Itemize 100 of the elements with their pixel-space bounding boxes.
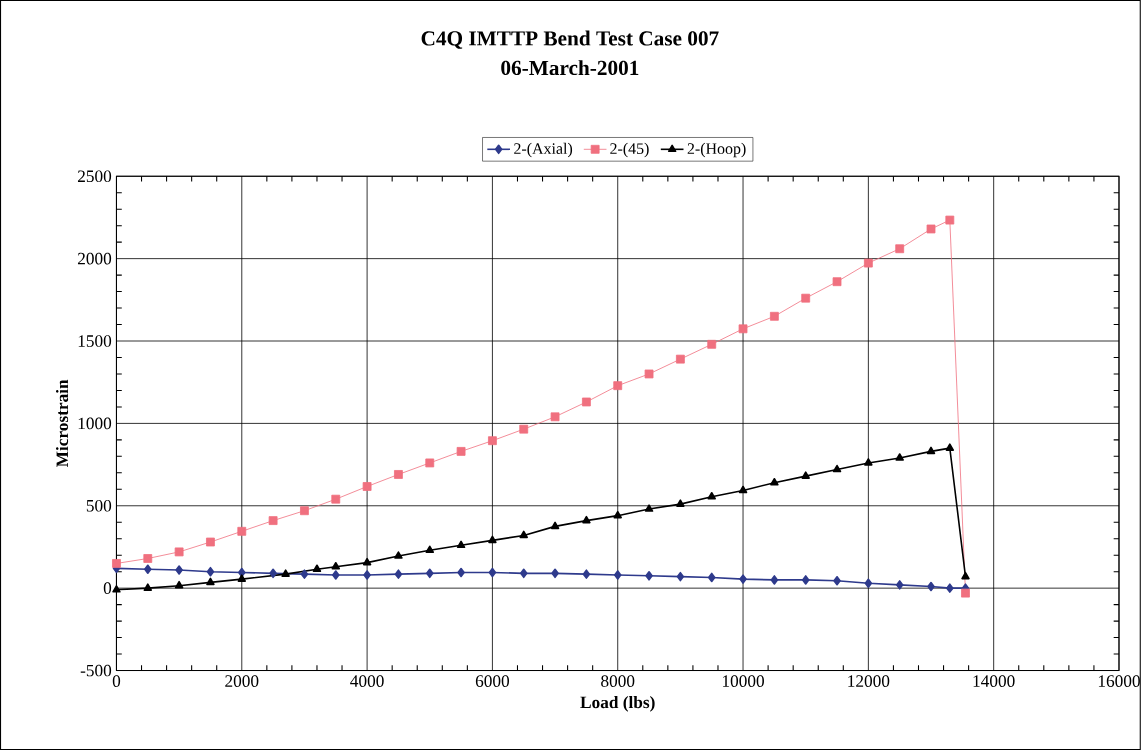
point — [268, 516, 278, 525]
point — [551, 568, 559, 579]
point — [488, 535, 497, 544]
point — [456, 540, 466, 549]
point — [550, 521, 560, 530]
x-tick-label: 10000 — [722, 675, 764, 687]
x-tick-label: 2000 — [225, 675, 259, 687]
point — [769, 311, 779, 321]
point — [394, 470, 403, 479]
point — [644, 369, 654, 379]
point — [613, 381, 623, 390]
x-tick-label: 12000 — [848, 675, 890, 687]
point — [394, 569, 403, 579]
y-tick-label: 2500 — [77, 170, 112, 183]
point — [946, 583, 954, 593]
point — [961, 588, 970, 598]
point — [644, 504, 654, 512]
y-axis-title: Microstrain — [55, 379, 69, 468]
point — [832, 277, 842, 287]
x-tick-label: 8000 — [601, 675, 635, 687]
chart-title: C4Q IMTTP Bend Test Case 007 — [421, 30, 719, 49]
point — [926, 224, 936, 234]
point — [519, 530, 528, 539]
x-axis-title: Load (lbs) — [580, 695, 655, 712]
point — [550, 412, 560, 422]
x-tick-label: 4000 — [350, 675, 384, 687]
point — [676, 499, 685, 507]
y-tick-label: 0 — [103, 582, 112, 594]
point — [863, 258, 873, 268]
point — [582, 515, 591, 524]
point — [237, 574, 247, 582]
point — [832, 464, 842, 473]
legend-label: 2-(45) — [610, 142, 649, 158]
point — [206, 566, 215, 577]
point — [926, 446, 936, 455]
y-tick-label: 500 — [86, 499, 112, 512]
x-tick-label: 0 — [112, 675, 121, 687]
point — [269, 568, 277, 579]
point — [281, 569, 290, 577]
point — [927, 581, 935, 592]
point — [833, 575, 841, 586]
point — [206, 577, 215, 586]
point — [801, 293, 811, 303]
point — [895, 580, 904, 590]
point — [488, 567, 497, 578]
point — [770, 477, 779, 486]
point — [945, 443, 955, 451]
point — [895, 244, 905, 254]
point — [143, 554, 153, 563]
y-tick-label: 1500 — [78, 335, 112, 347]
chart-subtitle: 06-March-2001 — [501, 60, 639, 76]
point — [425, 568, 434, 579]
point — [582, 569, 591, 579]
point — [707, 572, 716, 583]
point — [394, 551, 403, 559]
point — [331, 494, 341, 504]
point — [613, 570, 622, 580]
point — [112, 584, 121, 593]
x-tick-label: 16000 — [1098, 675, 1140, 687]
point — [864, 578, 873, 588]
point — [707, 491, 716, 500]
point — [362, 557, 372, 566]
point — [174, 580, 184, 589]
point — [175, 565, 183, 575]
point — [425, 545, 435, 553]
point — [425, 458, 435, 468]
point — [738, 324, 748, 334]
point — [519, 424, 529, 434]
point — [237, 526, 247, 536]
y-tick-label: 1000 — [78, 417, 112, 430]
point — [488, 436, 497, 446]
point — [801, 575, 810, 585]
point — [770, 575, 779, 585]
point — [864, 458, 873, 466]
point — [961, 571, 970, 580]
point — [801, 471, 810, 479]
point — [300, 569, 309, 579]
point — [739, 574, 747, 584]
point — [613, 510, 622, 519]
point — [707, 339, 717, 349]
point — [457, 567, 465, 578]
point — [945, 215, 955, 225]
point — [582, 397, 591, 407]
point — [174, 547, 184, 557]
legend-label: 2-(Axial) — [514, 142, 573, 158]
point — [456, 446, 466, 456]
point — [331, 561, 341, 570]
x-tick-label: 6000 — [475, 675, 510, 687]
point — [206, 537, 215, 547]
point — [676, 354, 685, 364]
point — [676, 571, 685, 582]
point — [112, 558, 121, 568]
point — [645, 570, 653, 581]
point — [312, 564, 322, 572]
point — [300, 506, 309, 516]
point — [738, 485, 748, 494]
point — [362, 482, 372, 491]
point — [331, 570, 340, 580]
point — [363, 570, 371, 580]
x-tick-label: 14000 — [973, 675, 1015, 687]
